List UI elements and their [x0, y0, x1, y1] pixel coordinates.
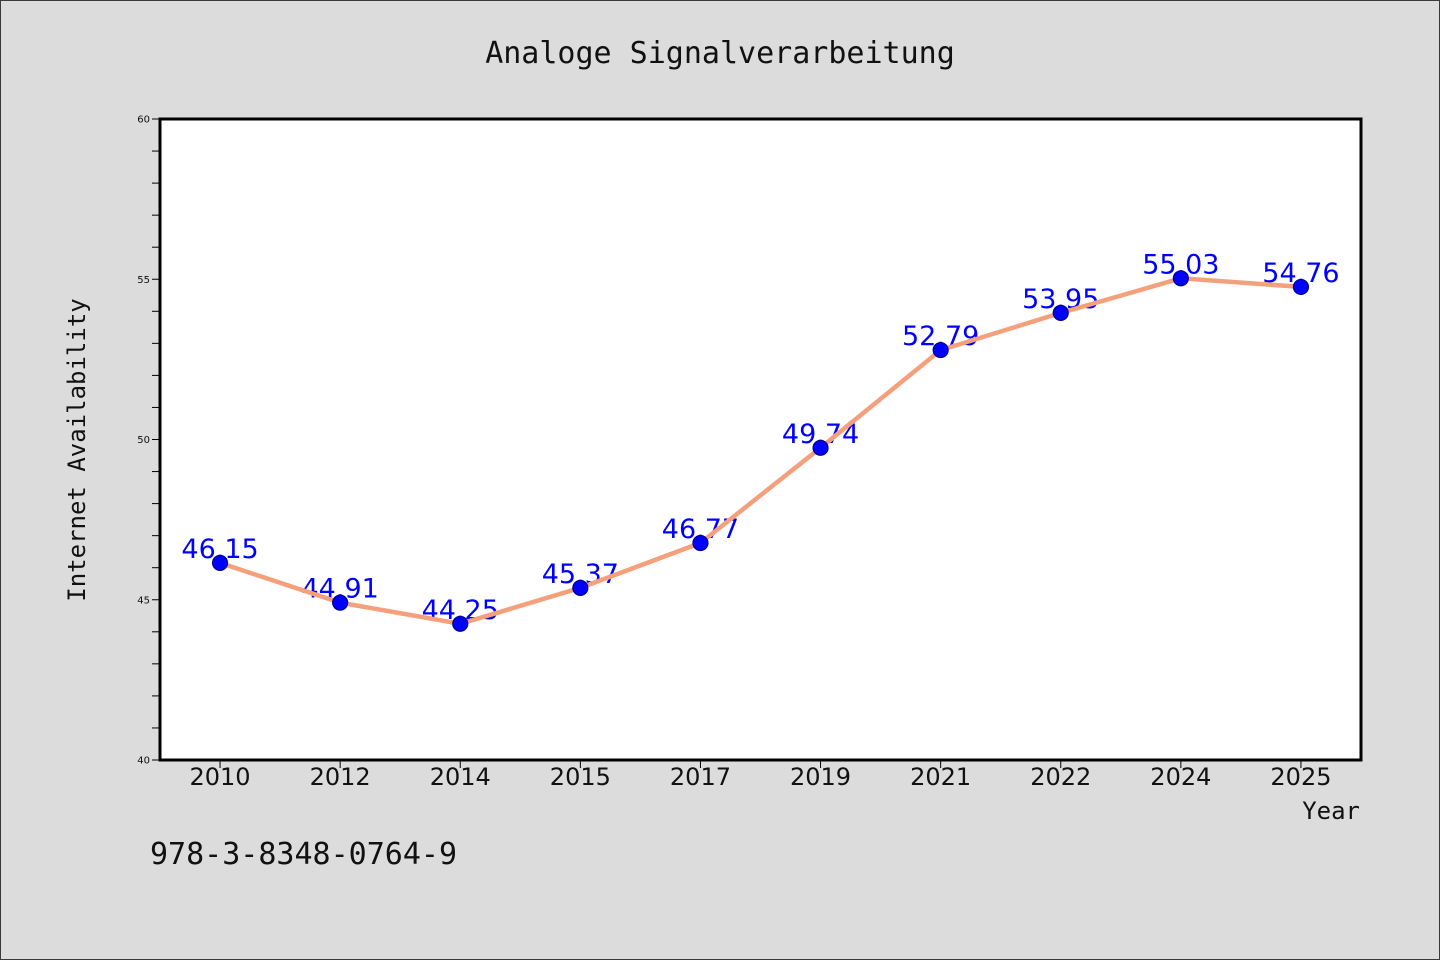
x-tick-label: 2015 [550, 763, 611, 791]
isbn-text: 978-3-8348-0764-9 [150, 837, 457, 872]
y-tick-label: 50 [137, 435, 150, 446]
data-point-marker [211, 554, 229, 571]
axis-ticks: 40 45 50 55 60 2010 2012 2014 2015 2017 2019 2021 20… [137, 115, 1331, 792]
series-line [217, 276, 1304, 627]
y-tick-label: 60 [137, 115, 150, 126]
data-point-marker [572, 579, 589, 596]
x-tick-label: 2025 [1270, 763, 1331, 791]
x-tick-label: 2012 [310, 763, 371, 791]
x-tick-label: 2017 [670, 763, 731, 791]
data-point-marker [452, 615, 469, 632]
data-point-marker [932, 341, 949, 359]
x-tick-label: 2024 [1150, 763, 1211, 791]
data-point-marker [1292, 278, 1310, 296]
x-tick-label: 2021 [910, 763, 971, 791]
series-layer [217, 276, 1304, 627]
x-axis-label: Year [1302, 797, 1360, 825]
data-point-marker [332, 594, 349, 611]
plot-area [158, 117, 1363, 762]
y-tick-label: 45 [137, 595, 150, 606]
x-tick-label: 2022 [1030, 763, 1091, 791]
data-point-marker [1052, 304, 1069, 322]
data-point-marker [812, 439, 829, 456]
x-tick-label: 2014 [430, 763, 491, 791]
x-tick-label: 2019 [790, 763, 851, 791]
chart-title: Analoge Signalverarbeitung [485, 36, 955, 71]
y-axis-label: Internet Availability [63, 298, 91, 601]
y-tick-label: 40 [137, 756, 150, 767]
x-tick-label: 2010 [190, 763, 251, 791]
data-point-marker [1172, 270, 1189, 287]
data-point-marker [692, 534, 709, 552]
data-markers [211, 270, 1310, 632]
y-tick-label: 55 [137, 275, 150, 286]
